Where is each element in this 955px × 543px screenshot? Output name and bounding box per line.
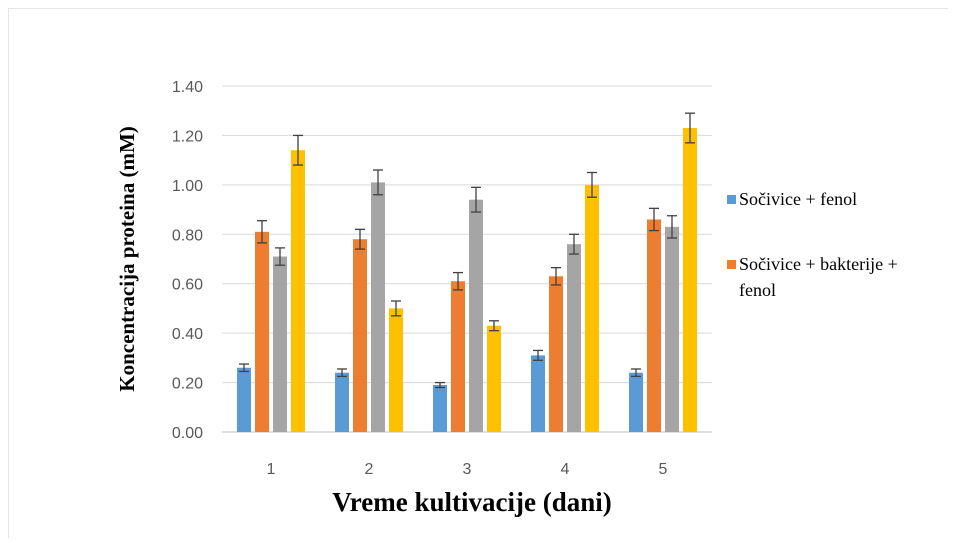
y-tick-label: 0.00 xyxy=(172,425,203,442)
x-axis-ticks: 1 2 3 4 5 xyxy=(267,461,668,478)
bar xyxy=(291,150,305,432)
y-tick-label: 0.40 xyxy=(172,326,203,343)
bar xyxy=(273,256,287,432)
gridlines xyxy=(222,85,712,433)
bar xyxy=(255,231,269,432)
bar xyxy=(433,385,447,432)
y-axis-label: Koncentracija proteina (mM) xyxy=(115,126,139,392)
legend: Sočivice + fenol Sočivice + bakterije + … xyxy=(727,189,898,300)
bar xyxy=(585,184,599,432)
bar xyxy=(549,276,563,432)
x-tick-label: 1 xyxy=(267,461,276,478)
bar xyxy=(567,244,581,432)
y-tick-label: 0.80 xyxy=(172,227,203,244)
legend-swatch-2 xyxy=(727,260,736,269)
x-axis-label: Vreme kultivacije (dani) xyxy=(332,487,611,517)
legend-swatch-1 xyxy=(727,195,736,204)
bar xyxy=(531,355,545,432)
y-tick-label: 1.20 xyxy=(172,128,203,145)
bar xyxy=(629,372,643,432)
x-tick-label: 2 xyxy=(365,461,374,478)
bar xyxy=(665,226,679,432)
bar xyxy=(371,182,385,432)
y-tick-label: 0.20 xyxy=(172,376,203,393)
bar xyxy=(335,372,349,432)
bar xyxy=(683,128,697,432)
x-tick-label: 5 xyxy=(659,461,668,478)
chart-area xyxy=(8,8,948,538)
y-tick-label: 1.00 xyxy=(172,178,203,195)
x-tick-label: 4 xyxy=(561,461,570,478)
bar xyxy=(237,367,251,432)
bar xyxy=(451,281,465,432)
bar xyxy=(389,308,403,432)
y-tick-label: 1.40 xyxy=(172,79,203,96)
legend-label-1: Sočivice + fenol xyxy=(739,189,857,209)
bar xyxy=(469,199,483,432)
bar xyxy=(487,325,501,432)
legend-label-2-line2: fenol xyxy=(739,280,776,300)
y-axis-ticks: 0.00 0.20 0.40 0.60 0.80 1.00 1.20 1.40 xyxy=(172,79,203,442)
y-tick-label: 0.60 xyxy=(172,277,203,294)
bar xyxy=(647,219,661,432)
bars xyxy=(237,112,697,432)
bar xyxy=(353,239,367,432)
x-tick-label: 3 xyxy=(463,461,472,478)
legend-label-2-line1: Sočivice + bakterije + xyxy=(739,254,898,274)
